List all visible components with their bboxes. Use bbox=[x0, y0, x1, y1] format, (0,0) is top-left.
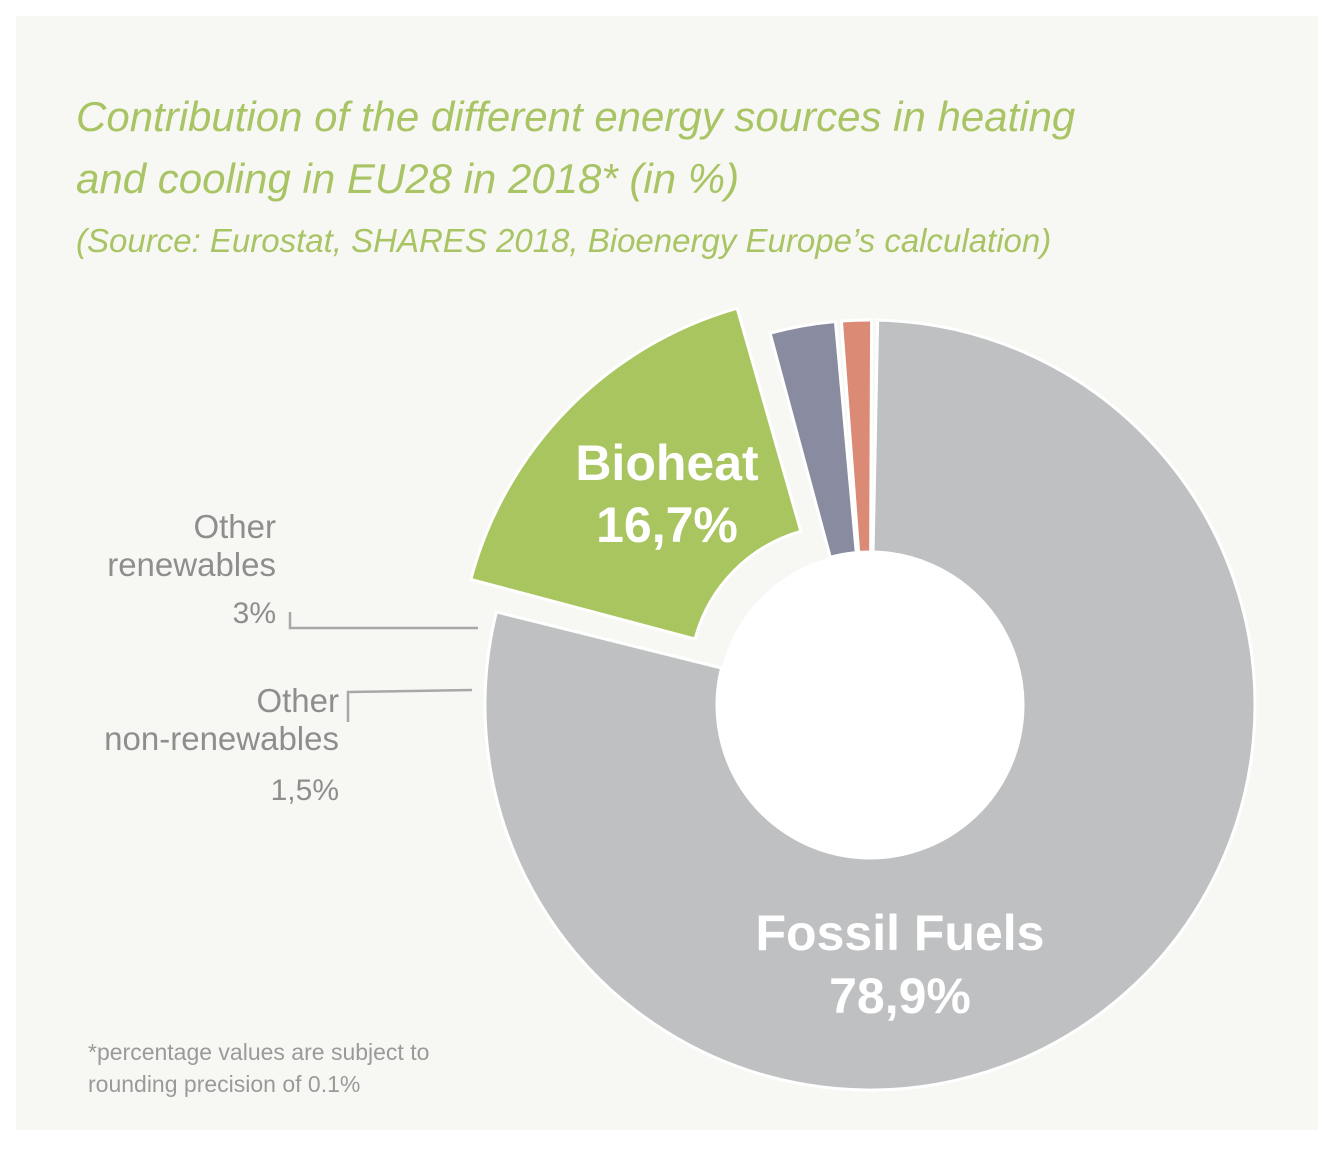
chart-title: Contribution of the different energy sou… bbox=[76, 86, 1286, 210]
leader-line-nonrenewables bbox=[346, 688, 473, 722]
renewables-name-label: Other renewables bbox=[30, 508, 276, 584]
fossil-value-label: 78,9% bbox=[829, 968, 971, 1024]
renewables-name-line-2: renewables bbox=[107, 546, 276, 583]
footnote-line-1: *percentage values are subject to bbox=[88, 1039, 430, 1065]
nonrenewables-value-label: 1,5% bbox=[270, 774, 339, 807]
leader-line-renewables bbox=[288, 612, 478, 630]
chart-source: (Source: Eurostat, SHARES 2018, Bioenerg… bbox=[76, 222, 1052, 259]
renewables-name-line-1: Other bbox=[193, 508, 276, 545]
bioheat-name-label: Bioheat bbox=[575, 435, 759, 491]
renewables-value-label: 3% bbox=[232, 597, 276, 630]
donut-hole bbox=[717, 552, 1023, 858]
fossil-name-label: Fossil Fuels bbox=[756, 905, 1045, 961]
nonrenewables-name-label: Other non-renewables bbox=[20, 682, 339, 758]
nonrenewables-name-line-2: non-renewables bbox=[104, 720, 339, 757]
nonrenewables-name-line-1: Other bbox=[256, 682, 339, 719]
footnote-line-2: rounding precision of 0.1% bbox=[88, 1071, 361, 1097]
footnote: *percentage values are subject to roundi… bbox=[88, 1036, 429, 1100]
title-line-1: Contribution of the different energy sou… bbox=[76, 93, 1076, 140]
bioheat-value-label: 16,7% bbox=[596, 497, 738, 553]
slice-bioheat bbox=[468, 306, 803, 641]
title-line-2: and cooling in EU28 in 2018* (in %) bbox=[76, 155, 740, 202]
